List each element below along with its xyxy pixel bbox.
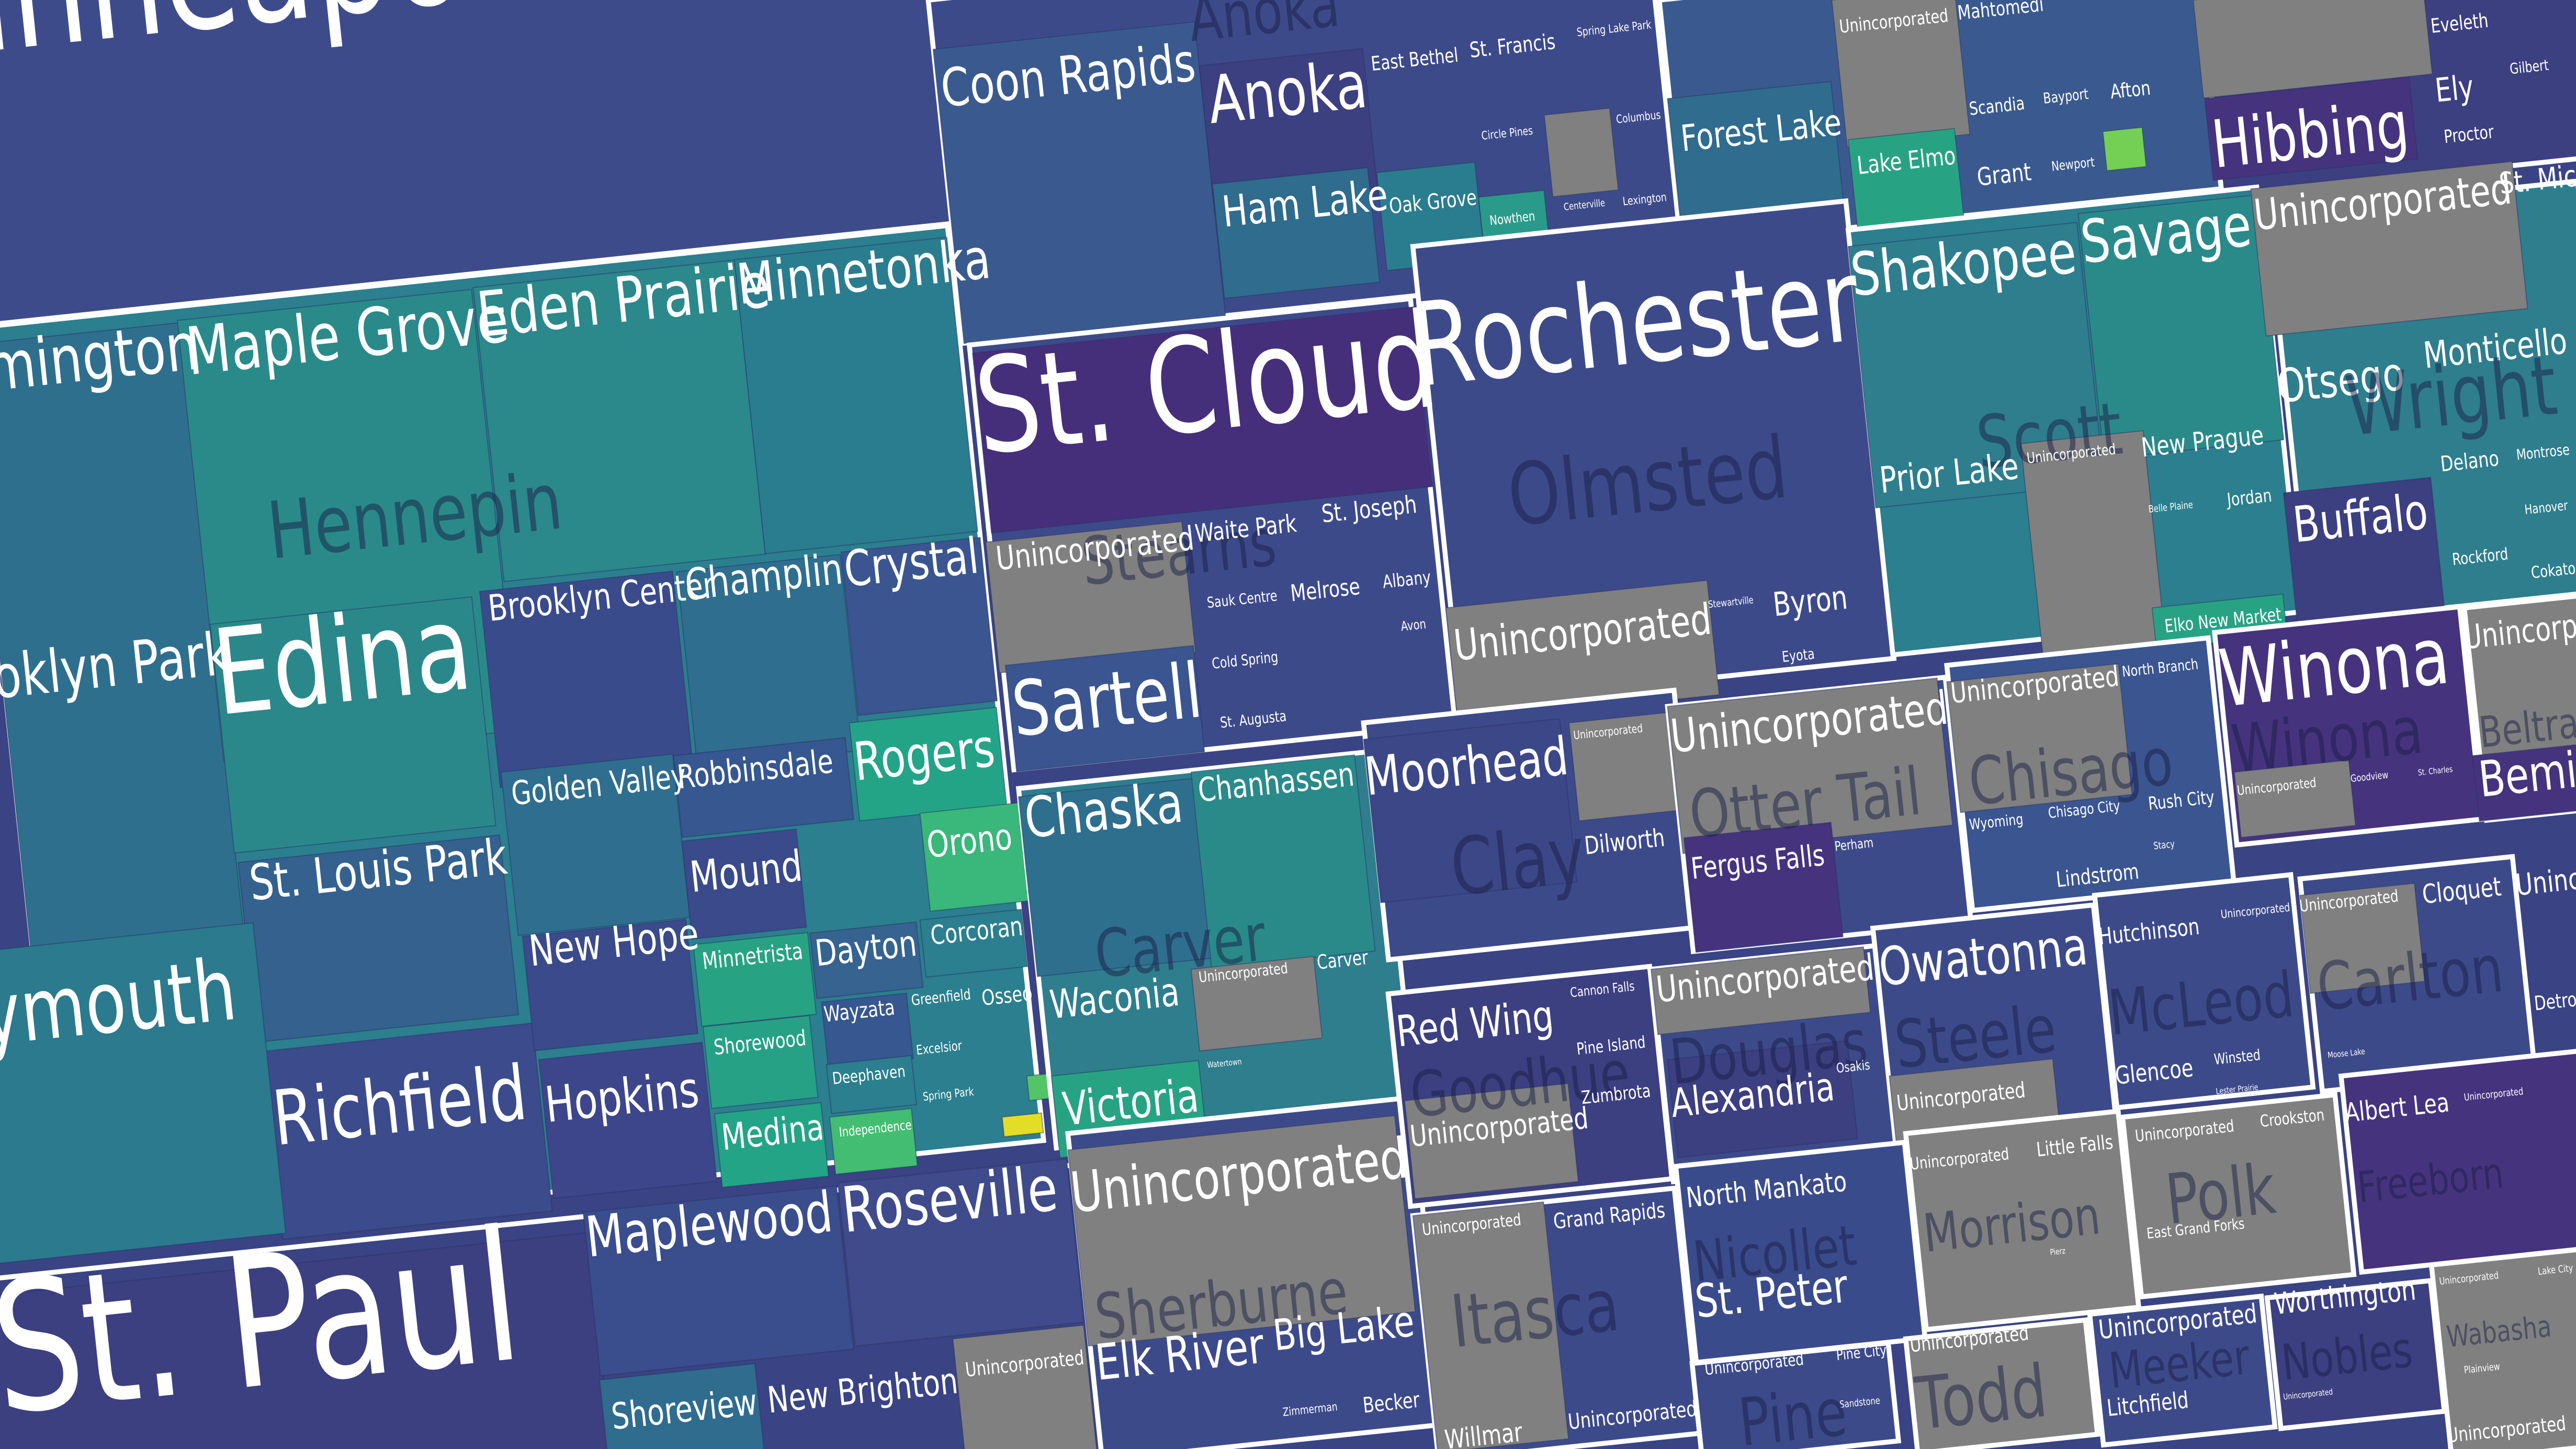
city-tile	[1946, 663, 2133, 813]
city-tile	[1004, 645, 1205, 772]
city-tile	[2233, 760, 2356, 839]
county-label: Scott	[1973, 387, 2126, 486]
city-label: Crystal	[841, 527, 981, 598]
city-tile	[1847, 222, 2105, 508]
city-label: Ely	[2433, 69, 2476, 110]
city-tile	[919, 909, 1028, 978]
city-tile	[1404, 1083, 1579, 1199]
city-label: Orono	[925, 815, 1014, 866]
city-label: Osseo	[980, 980, 1034, 1011]
city-label: Jordan	[2225, 485, 2273, 511]
city-label: Mound	[687, 842, 805, 903]
city-tile	[522, 919, 698, 1051]
city-tile	[1543, 107, 1619, 198]
county-tile	[2428, 1245, 2576, 1449]
county-label: Itasca	[1447, 1263, 1623, 1364]
city-tile	[826, 1055, 917, 1114]
city-tile	[599, 1363, 766, 1449]
county-label: Todd	[1912, 1350, 2051, 1447]
city-tile	[837, 1158, 1084, 1347]
city-label: Albany	[1382, 567, 1432, 593]
city-label: Delano	[2439, 446, 2500, 477]
city-tile	[952, 1325, 1098, 1449]
city-label: Pierz	[2050, 1247, 2066, 1258]
city-label: Eyota	[1781, 645, 1815, 666]
city-label: Medina	[719, 1106, 826, 1159]
city-tile	[2102, 127, 2147, 172]
county-label: Carver	[1091, 899, 1269, 993]
city-tile	[209, 596, 496, 854]
city-tile	[2299, 882, 2425, 994]
city-tile	[2193, 0, 2433, 99]
city-tile	[1001, 1112, 1044, 1138]
city-tile	[693, 932, 817, 1027]
county-label: Pine	[1735, 1374, 1850, 1449]
city-tile	[1412, 1201, 1569, 1449]
city-tile	[829, 1108, 918, 1175]
city-tile	[2204, 76, 2419, 181]
city-tile	[681, 828, 807, 940]
city-label: Otsego	[2274, 347, 2407, 414]
city-label: Detroit Lakes	[2533, 982, 2576, 1015]
city-label: Buffalo	[2290, 483, 2431, 554]
city-label: Grant	[1975, 157, 2032, 191]
city-label: Afton	[2109, 76, 2152, 103]
county-tile	[1689, 1340, 1902, 1449]
city-tile	[1683, 822, 1844, 953]
county-tile	[2092, 872, 2316, 1111]
county-tile	[2120, 1092, 2357, 1300]
city-label: Unincorporated	[2514, 850, 2576, 902]
city-label: Carver	[1316, 946, 1369, 974]
county-tile	[1903, 1317, 2100, 1449]
city-label: Stacy	[2153, 838, 2175, 852]
city-tile	[2250, 161, 2528, 337]
city-label: Rogers	[851, 718, 998, 794]
city-label: Sartell	[1008, 647, 1206, 754]
county-label: Nobles	[2279, 1321, 2415, 1391]
city-tile	[1363, 718, 1578, 903]
city-tile	[972, 306, 1433, 534]
city-label: Byron	[1771, 579, 1849, 624]
city-tile	[714, 1102, 829, 1188]
city-label: Becker	[1361, 1387, 1421, 1418]
county-label: Steele	[1891, 990, 2060, 1084]
city-tile	[582, 1185, 854, 1377]
city-tile	[538, 1042, 718, 1199]
city-tile	[1212, 167, 1381, 299]
city-tile	[1190, 956, 1323, 1052]
city-tile	[2472, 741, 2576, 822]
city-tile	[1667, 1040, 1858, 1159]
city-tile	[703, 1015, 819, 1110]
city-tile	[1650, 946, 1871, 1035]
city-tile	[809, 921, 924, 999]
county-tile	[2087, 1293, 2278, 1448]
city-tile	[840, 537, 998, 716]
city-label: Anoka	[1204, 46, 1371, 139]
city-label: Dayton	[813, 922, 919, 975]
county-label: Clay	[1447, 809, 1589, 914]
county-label: Polk	[2162, 1149, 2279, 1240]
county-label: Wright	[2341, 338, 2561, 455]
city-label: Gilbert	[2509, 56, 2550, 77]
city-label: Edina	[207, 579, 478, 742]
county-tile	[1903, 1108, 2142, 1332]
city-label: Avon	[1400, 617, 1427, 635]
city-tile	[673, 737, 854, 838]
city-tile	[0, 922, 287, 1264]
county-tile	[2264, 1277, 2447, 1431]
city-tile	[733, 236, 978, 554]
city-tile	[500, 753, 691, 936]
city-tile	[1067, 1115, 1416, 1347]
city-label: Proctor	[2443, 121, 2495, 148]
city-label: Osakis	[1836, 1058, 1871, 1077]
city-label: Cokato	[2530, 559, 2576, 583]
